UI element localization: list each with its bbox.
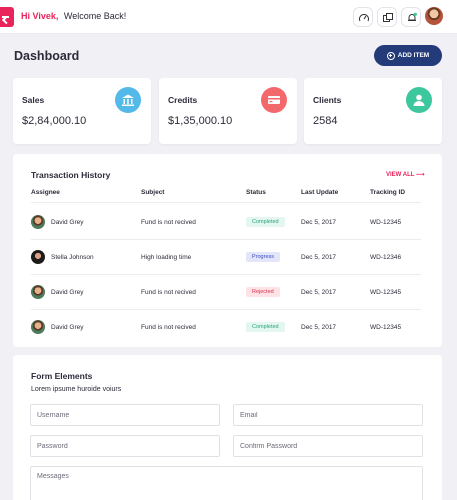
avatar	[31, 250, 45, 264]
credits-label: Credits	[168, 95, 198, 105]
status-badge: Completed	[246, 322, 285, 332]
assignee: David Grey	[51, 219, 84, 226]
assignee: David Grey	[51, 324, 84, 331]
column-header: Tracking ID	[370, 189, 406, 196]
subject: High loading time	[141, 254, 192, 261]
email-field[interactable]	[233, 404, 423, 426]
column-header: Last Update	[301, 189, 339, 196]
page-title: Dashboard	[14, 49, 80, 63]
divider	[31, 274, 421, 275]
arrow-right-icon: ⟶	[416, 172, 425, 178]
speedometer-icon[interactable]	[353, 7, 373, 27]
notification-icon[interactable]	[401, 7, 421, 27]
last-update: Dec 5, 2017	[301, 324, 337, 331]
view-all-link[interactable]: VIEW ALL ⟶	[386, 171, 425, 178]
divider	[31, 202, 421, 203]
add-item-label: ADD ITEM	[397, 52, 430, 59]
subject: Fund is not recived	[141, 324, 196, 331]
user-avatar[interactable]	[425, 7, 443, 25]
password-field[interactable]	[30, 435, 220, 457]
plus-circle-icon	[386, 51, 395, 60]
avatar	[31, 285, 45, 299]
last-update: Dec 5, 2017	[301, 254, 337, 261]
assignee: David Grey	[51, 289, 84, 296]
status-badge: Completed	[246, 217, 285, 227]
confirm-password-field[interactable]	[233, 435, 423, 457]
credits-value: $1,35,000.10	[168, 115, 233, 127]
divider	[31, 309, 421, 310]
view-all-label: VIEW ALL	[386, 172, 415, 178]
panel-title: Transaction History	[31, 170, 111, 180]
avatar	[31, 215, 45, 229]
status-badge: Rejected	[246, 287, 280, 297]
sales-card: Sales $2,84,000.10	[13, 78, 151, 144]
credits-card: Credits $1,35,000.10	[159, 78, 297, 144]
user-icon	[406, 87, 432, 113]
column-header: Status	[246, 189, 266, 196]
divider	[31, 239, 421, 240]
form-elements-panel: Form Elements Lorem ipsume huroide voiur…	[13, 355, 442, 500]
card-icon	[261, 87, 287, 113]
sales-label: Sales	[22, 95, 45, 105]
sales-value: $2,84,000.10	[22, 115, 87, 127]
tracking-id: WD-12345	[370, 289, 402, 296]
clients-value: 2584	[313, 115, 338, 127]
greeting-name: Hi Vivek,	[21, 11, 59, 21]
back-arrow-icon[interactable]	[0, 7, 14, 27]
transaction-history-panel: Transaction History VIEW ALL ⟶ Assignee …	[13, 154, 442, 347]
subject: Fund is not recived	[141, 219, 196, 226]
greeting-text: Welcome Back!	[63, 11, 127, 21]
tracking-id: WD-12345	[370, 324, 402, 331]
tracking-id: WD-12345	[370, 219, 402, 226]
last-update: Dec 5, 2017	[301, 289, 337, 296]
clients-label: Clients	[313, 95, 342, 105]
assignee: Stella Johnson	[51, 254, 94, 261]
clients-card: Clients 2584	[304, 78, 442, 144]
bank-icon	[115, 87, 141, 113]
username-field[interactable]	[30, 404, 220, 426]
tracking-id: WD-12346	[370, 254, 402, 261]
form-subtitle: Lorem ipsume huroide voiurs	[31, 386, 122, 393]
message-field[interactable]	[30, 466, 423, 500]
avatar	[31, 320, 45, 334]
greeting: Hi Vivek, Welcome Back!	[21, 11, 126, 21]
top-bar: Hi Vivek, Welcome Back!	[0, 0, 457, 34]
copy-icon[interactable]	[377, 7, 397, 27]
column-header: Subject	[141, 189, 165, 196]
panel-title: Form Elements	[31, 371, 93, 381]
status-badge: Progress	[246, 252, 281, 262]
last-update: Dec 5, 2017	[301, 219, 337, 226]
column-header: Assignee	[31, 189, 60, 196]
subject: Fund is not recived	[141, 289, 196, 296]
add-item-button[interactable]: ADD ITEM	[374, 45, 442, 66]
